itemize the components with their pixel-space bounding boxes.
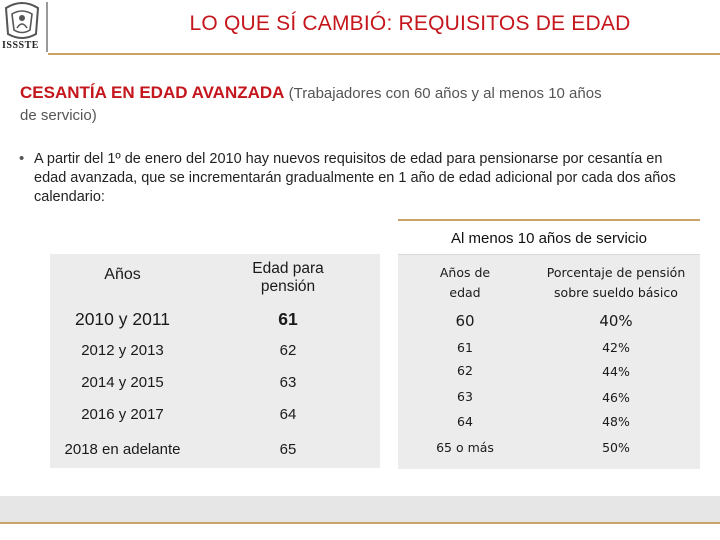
table-row-years: 2014 y 2015 — [81, 374, 164, 391]
page-title: LO QUE SÍ CAMBIÓ: REQUISITOS DE EDAD — [189, 12, 631, 35]
footer-rule — [0, 522, 720, 524]
col-header-age: Años de edad — [398, 263, 532, 303]
table-row-percentage: 44% — [602, 364, 630, 379]
pension-percentage-table: Al menos 10 años de servicio Años de eda… — [398, 219, 700, 469]
table-row-age: 63 — [279, 374, 297, 391]
table-row-age: 65 o más — [436, 440, 494, 455]
table-row-age: 61 — [457, 340, 473, 355]
table-row-percentage: 40% — [599, 312, 633, 330]
table-row-years: 2012 y 2013 — [81, 342, 164, 359]
col-header-age-l2: pensión — [260, 278, 316, 295]
col-header-age-l2: edad — [449, 285, 481, 300]
table-row-percentage: 48% — [602, 414, 630, 429]
table-row-age: 60 — [455, 312, 475, 330]
bullet-text: A partir del 1º de enero del 2010 hay nu… — [34, 151, 676, 205]
table-title: Al menos 10 años de servicio — [398, 219, 700, 255]
bullet-paragraph: • A partir del 1º de enero del 2010 hay … — [19, 150, 692, 207]
col-header-age: Edad para pensión — [208, 260, 368, 296]
subtitle-detail: (Trabajadores con 60 años y al menos 10 … — [288, 85, 602, 102]
table-row-years: 2016 y 2017 — [81, 406, 164, 423]
footer-band — [0, 496, 720, 522]
age-schedule-table: Años Edad para pensión 2010 y 2011 61 20… — [50, 254, 380, 468]
table-row-years: 2018 en adelante — [64, 441, 181, 458]
title-divider — [48, 53, 720, 55]
table-row-age: 62 — [457, 363, 473, 378]
table-row-percentage: 46% — [602, 390, 630, 405]
logo-divider — [46, 2, 48, 52]
bullet-icon: • — [19, 150, 25, 167]
table-row-age: 64 — [279, 406, 297, 423]
col-header-age-l1: Años de — [439, 265, 491, 280]
col-header-age-l1: Edad para — [252, 260, 324, 277]
col-header-pct-l2: sobre sueldo básico — [554, 285, 678, 300]
table-row-age: 64 — [457, 414, 473, 429]
table-row-percentage: 42% — [602, 340, 630, 355]
table-row-age: 65 — [279, 441, 297, 458]
col-header-years: Años — [104, 266, 141, 283]
col-header-percentage: Porcentaje de pensión sobre sueldo básic… — [532, 263, 700, 303]
table-row-age: 62 — [279, 342, 297, 359]
section-subtitle: CESANTÍA EN EDAD AVANZADA (Trabajadores … — [20, 82, 710, 127]
table-row-age: 61 — [278, 309, 298, 329]
table-row-years: 2010 y 2011 — [74, 309, 171, 329]
table-row-percentage: 50% — [602, 440, 630, 455]
subtitle-detail-cont: de servicio) — [20, 107, 97, 124]
col-header-pct-l1: Porcentaje de pensión — [546, 265, 686, 280]
table-row-age: 63 — [457, 389, 473, 404]
family-emblem-icon — [4, 2, 40, 39]
logo-text: ISSSTE — [2, 40, 39, 51]
subtitle-highlight: CESANTÍA EN EDAD AVANZADA — [20, 83, 285, 102]
